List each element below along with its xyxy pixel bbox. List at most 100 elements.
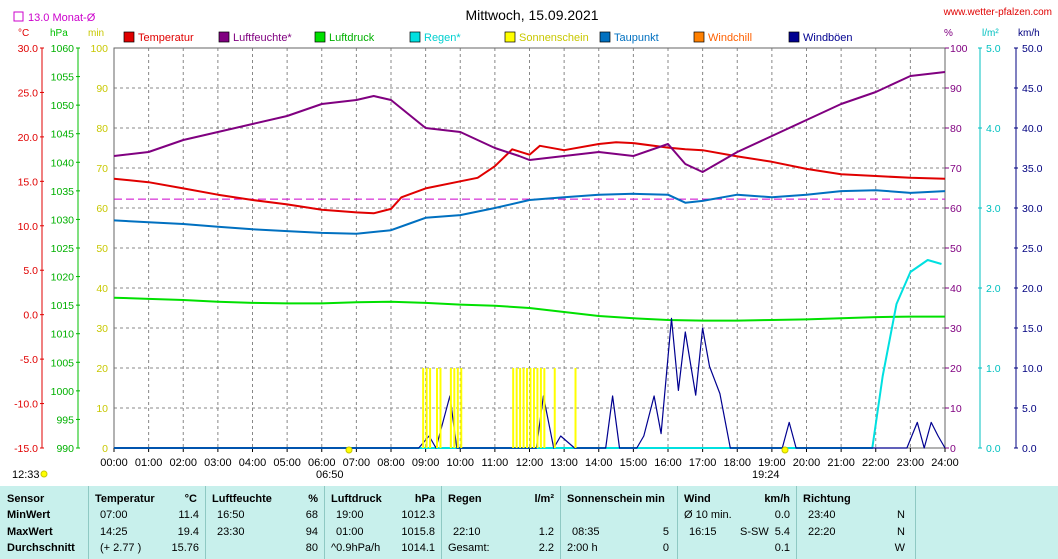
sunshine-bar [529,368,532,448]
rain-total-label: Gesamt: [448,542,490,554]
time-tick-label: 15:00 [620,457,648,469]
rain-tick-label: 0.0 [986,443,1001,455]
wind-avg-label: Ø 10 min. [684,509,732,521]
press-trend: ^0.9hPa/h [331,542,381,554]
legend-swatch [693,31,705,43]
grid [114,48,945,448]
press-avg-value: 1014.1 [401,542,435,554]
dewpoint-line [113,189,946,235]
pressure-tick-label: 1015 [51,300,75,312]
temperature-tick-label: 10.0 [18,221,39,233]
row-label-avg: Durchschnitt [7,542,75,554]
col-sunshine: Sonnenschein min 08:35 5 2:00 h 0 [561,486,678,559]
wind-avg-value: 0.1 [774,542,790,554]
hum-avg-value: 80 [305,542,318,554]
time-tick-label: 01:00 [135,457,163,469]
hdr-wind: Wind [684,493,711,505]
wind-tick-label: 30.0 [1022,203,1043,215]
sunshine-bar [543,368,546,448]
press-min-value: 1012.3 [401,509,435,521]
dir-min-value: N [897,509,905,521]
legend-label: Luftfeuchte* [233,32,292,44]
sun-total: 2:00 h [567,542,598,554]
time-tick-label: 12:00 [516,457,544,469]
legend-swatch [314,31,326,43]
pressure-tick-label: 1020 [51,272,75,284]
sunrise-icon [345,446,353,454]
sunshine-bar [539,368,542,448]
time-tick-label: 07:00 [343,457,371,469]
humidity-tick-label: 50 [950,243,962,255]
temperature-line [113,141,946,215]
wind-tick-label: 10.0 [1022,363,1043,375]
pressure-tick-label: 1040 [51,157,75,169]
gusts-line [114,317,946,449]
legend-label: Temperatur [138,32,194,44]
legend-label: Taupunkt [614,32,659,44]
weather-chart: Mittwoch, 15.09.2021 www.wetter-pfalzen.… [12,7,1052,481]
rain-tick-label: 1.0 [986,363,1001,375]
pressure-tick-label: 1060 [51,43,75,55]
humidity-tick-label: 40 [950,283,962,295]
site-link[interactable]: www.wetter-pfalzen.com [943,7,1052,18]
sunshine-tick-label: 100 [90,43,108,55]
time-tick-label: 04:00 [239,457,267,469]
month-avg-label: 13.0 Monat-Ø [28,12,96,24]
hdr-temperature: Temperatur [95,493,155,505]
unit-pressure: hPa [50,28,68,39]
temperature-tick-label: 25.0 [18,87,39,99]
legend-swatch [123,31,135,43]
dir-min-time: 23:40 [808,509,836,521]
rain-max-time: 22:10 [453,526,481,538]
pressure-tick-label: 1055 [51,72,75,84]
axis-rain: 5.0 4.0 3.0 2.0 1.0 0.0 [978,43,1001,455]
rain-total-value: 2.2 [538,542,554,554]
wind-max-time: 16:15 [689,526,717,538]
wind-max-value: 5.4 [774,526,790,538]
sun-max-time: 08:35 [572,526,600,538]
sunshine-bar [449,368,452,448]
temp-min-value: 11.4 [178,509,199,521]
sunset-time: 19:24 [752,469,780,481]
sunshine-bar [532,368,535,448]
sunshine-bar [519,368,522,448]
time-tick-label: 06:00 [308,457,336,469]
legend-label: Windböen [803,32,853,44]
time-tick-label: 19:00 [758,457,786,469]
sunshine-bar [436,368,439,448]
press-max-time: 01:00 [336,526,364,538]
humidity-tick-label: 100 [950,43,968,55]
humidity-tick-label: 90 [950,83,962,95]
wind-min-value: 0.0 [774,509,790,521]
axis-pressure: 1060 1055 1050 1045 1040 1035 1030 1025 1020 1015… [51,43,80,455]
temp-max-value: 19.4 [177,526,199,538]
unit-temperature: °C [18,28,29,39]
month-avg-icon [13,11,24,22]
chart-title: Mittwoch, 15.09.2021 [465,7,598,23]
sunshine-tick-label: 90 [96,83,108,95]
hum-max-time: 23:30 [217,526,245,538]
hdr-direction: Richtung [803,493,851,505]
wind-tick-label: 45.0 [1022,83,1043,95]
legend-swatch [409,31,421,43]
temperature-tick-label: -10.0 [14,399,38,411]
sunshine-bar [422,368,425,448]
sunshine-bar [553,368,556,448]
col-direction: Richtung 23:40 N 22:20 N W [797,486,916,559]
dir-max-time: 22:20 [808,526,836,538]
dir-max-value: N [897,526,905,538]
hdr-wind-unit: km/h [764,493,790,505]
temperature-tick-label: 0.0 [23,310,38,322]
col-wind: Wind km/h Ø 10 min. 0.0 16:15 S-SW 5.4 0… [678,486,797,559]
hdr-rain: Regen [448,493,482,505]
axis-wind: 50.0 45.0 40.0 35.0 30.0 25.0 20.0 15.0 10.0 5.0 0… [1014,43,1043,455]
temperature-tick-label: 30.0 [18,43,39,55]
hum-min-value: 68 [305,509,318,521]
col-humidity: Luftfeuchte % 16:50 68 23:30 94 80 [206,486,325,559]
humidity-tick-label: 60 [950,203,962,215]
pressure-tick-label: 1000 [51,386,75,398]
rain-tick-label: 2.0 [986,283,1001,295]
hdr-humidity: Luftfeuchte [212,493,272,505]
